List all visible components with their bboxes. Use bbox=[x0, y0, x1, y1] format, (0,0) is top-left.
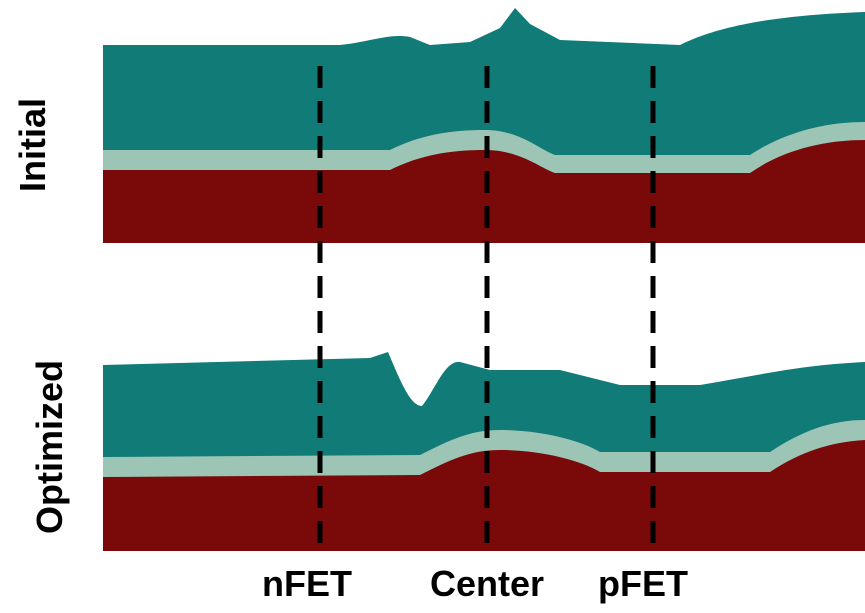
marker-label: nFET bbox=[262, 563, 352, 604]
initial-panel bbox=[103, 8, 865, 243]
optimized-panel bbox=[103, 352, 865, 551]
marker-label: pFET bbox=[598, 563, 688, 604]
marker-label: Center bbox=[430, 563, 544, 604]
row-label: Initial bbox=[12, 98, 53, 192]
diagram: Initial Optimized nFET Center pFET bbox=[0, 0, 865, 613]
row-label: Optimized bbox=[29, 360, 70, 534]
page: Initial Optimized nFET Center pFET (() =… bbox=[0, 0, 865, 613]
